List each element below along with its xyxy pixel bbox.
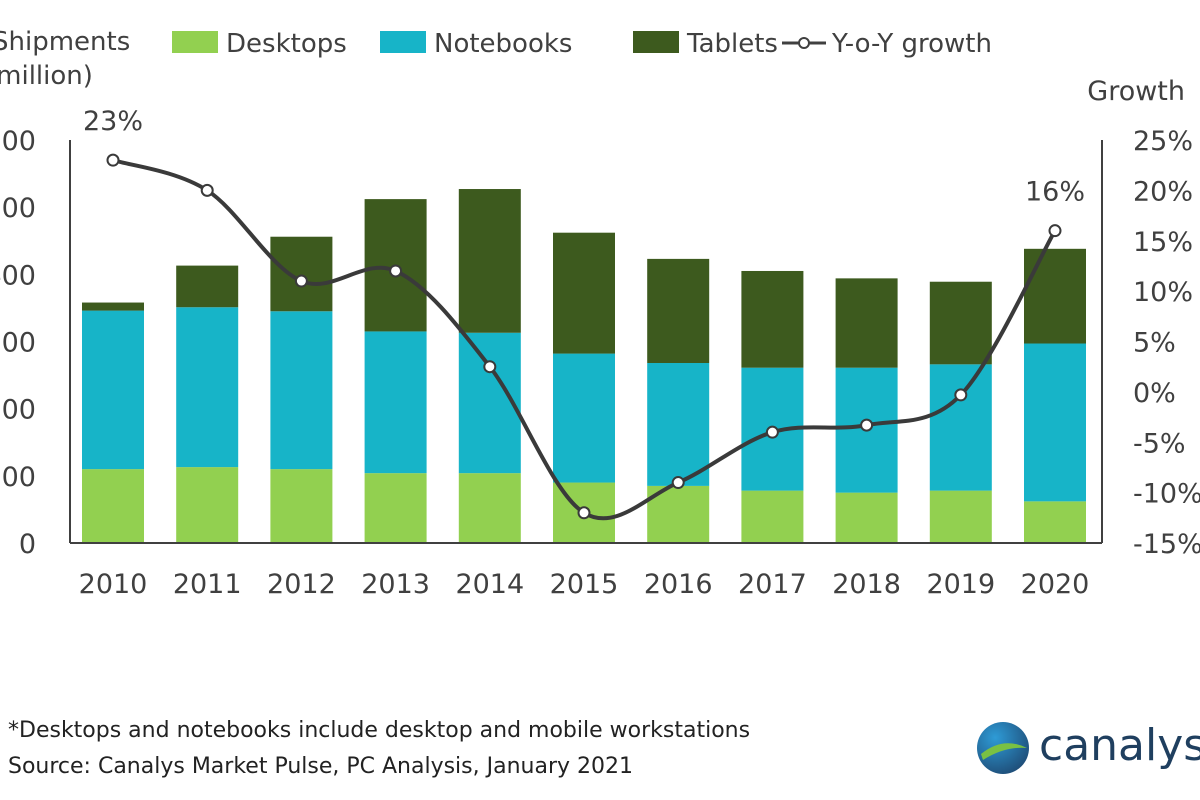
footnote-workstations: *Desktops and notebooks include desktop …: [8, 718, 751, 743]
left-axis-title: Shipments (million): [0, 27, 130, 91]
growth-point-2019: [954, 388, 968, 402]
legend: Desktops Notebooks Tablets Y-o-Y growth: [172, 29, 992, 59]
x-tick-label-2020: 2020: [1021, 569, 1090, 600]
growth-point-2011: [200, 183, 214, 197]
x-tick-label-2011: 2011: [173, 569, 242, 600]
axes: [69, 140, 1103, 544]
bar-tablets-2017: [741, 270, 804, 368]
legend-swatch-desktops: [172, 31, 218, 53]
left-tick-label: 100: [0, 462, 36, 493]
bar-tablets-2014: [458, 189, 521, 333]
bar-tablets-2019: [929, 281, 992, 365]
x-tick-label-2019: 2019: [926, 569, 995, 600]
growth-point-2014: [483, 360, 497, 374]
right-tick-label: 0%: [1133, 378, 1176, 409]
bar-notebooks-2020: [1024, 343, 1086, 502]
globe-icon: [977, 722, 1029, 774]
brand-name: canalys: [1039, 720, 1200, 771]
left-axis-title-line1: Shipments: [0, 27, 130, 57]
bar-notebooks-2010: [82, 310, 144, 470]
growth-point-2016: [671, 476, 685, 490]
legend-swatch-notebooks: [380, 31, 426, 53]
legend-label-desktops: Desktops: [226, 29, 347, 59]
bar-tablets-2018: [835, 278, 898, 368]
bar-desktops-2013: [364, 473, 427, 543]
growth-point-2018: [860, 418, 874, 432]
bar-notebooks-2013: [364, 331, 427, 474]
x-tick-label-2018: 2018: [832, 569, 901, 600]
legend-label-notebooks: Notebooks: [434, 29, 572, 59]
growth-line: 23% 16%: [83, 106, 1085, 521]
legend-swatch-growth-marker: [798, 37, 810, 49]
right-tick-label: 15%: [1133, 227, 1193, 258]
left-tick-label: 400: [0, 260, 36, 291]
left-tick-label: 200: [0, 395, 36, 426]
x-tick-label-2013: 2013: [361, 569, 430, 600]
bar-desktops-2020: [1024, 501, 1086, 543]
x-tick-label-2016: 2016: [644, 569, 713, 600]
growth-point-2013: [389, 264, 403, 278]
growth-point-2012: [294, 274, 308, 288]
bar-notebooks-2015: [553, 353, 615, 483]
bar-desktops-2012: [270, 469, 333, 543]
growth-point-2017: [765, 425, 779, 439]
right-tick-label: -10%: [1133, 479, 1200, 510]
legend-swatch-tablets: [633, 31, 679, 53]
left-axis-ticks: 0 100 200 300 400 500 600: [0, 126, 36, 560]
left-tick-label: 0: [19, 529, 36, 560]
right-tick-label: -15%: [1133, 529, 1200, 560]
x-tick-label-2015: 2015: [550, 569, 619, 600]
bar-desktops-2014: [458, 473, 521, 543]
x-axis-labels: 2010 2011 2012 2013 2014 2015 2016 2017 2018 2019…: [79, 569, 1090, 600]
left-tick-label: 300: [0, 328, 36, 359]
growth-point-2020: [1048, 224, 1062, 238]
bar-notebooks-2011: [176, 307, 239, 468]
x-tick-label-2010: 2010: [79, 569, 148, 600]
growth-point-2015: [577, 506, 591, 520]
right-axis-title: Growth: [1087, 76, 1185, 107]
right-axis-ticks: -15% -10% -5% 0% 5% 10% 15% 20% 25%: [1133, 126, 1200, 560]
bar-desktops-2018: [835, 492, 898, 543]
bar-desktops-2011: [176, 467, 239, 543]
x-tick-label-2014: 2014: [455, 569, 524, 600]
bar-tablets-2015: [553, 232, 615, 354]
bar-notebooks-2019: [929, 364, 992, 491]
right-tick-label: 10%: [1133, 277, 1193, 308]
bar-tablets-2012: [270, 236, 333, 312]
x-tick-label-2012: 2012: [267, 569, 336, 600]
bar-tablets-2016: [647, 258, 710, 363]
bar-tablets-2010: [82, 302, 144, 311]
bar-desktops-2019: [929, 490, 992, 543]
stacked-bars: [82, 189, 1086, 543]
growth-point-2010: [106, 153, 120, 167]
bar-tablets-2020: [1024, 248, 1086, 344]
bar-tablets-2011: [176, 265, 239, 308]
left-axis-title-line2: (million): [0, 61, 93, 91]
bar-desktops-2010: [82, 469, 144, 543]
left-tick-label: 500: [0, 193, 36, 224]
legend-label-growth: Y-o-Y growth: [831, 29, 992, 59]
right-tick-label: 5%: [1133, 328, 1176, 359]
right-tick-label: 20%: [1133, 176, 1193, 207]
left-tick-label: 600: [0, 126, 36, 157]
bar-desktops-2017: [741, 490, 804, 543]
footnote-source: Source: Canalys Market Pulse, PC Analysi…: [8, 754, 633, 779]
bar-notebooks-2012: [270, 311, 333, 470]
growth-point-label-2020: 16%: [1025, 177, 1085, 208]
x-tick-label-2017: 2017: [738, 569, 807, 600]
legend-label-tablets: Tablets: [686, 29, 778, 59]
bar-notebooks-2016: [647, 362, 710, 486]
growth-point-label-2010: 23%: [83, 106, 143, 137]
right-tick-label: 25%: [1133, 126, 1193, 157]
right-tick-label: -5%: [1133, 428, 1186, 459]
canalys-logo: canalys: [975, 718, 1200, 778]
